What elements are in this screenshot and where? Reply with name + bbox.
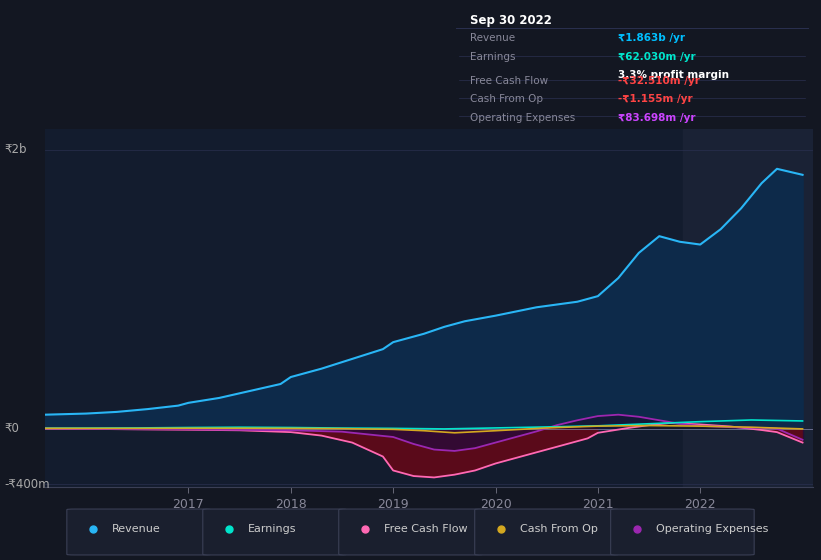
FancyBboxPatch shape	[339, 509, 482, 555]
Text: ₹83.698m /yr: ₹83.698m /yr	[618, 113, 695, 123]
Text: Sep 30 2022: Sep 30 2022	[470, 15, 552, 27]
FancyBboxPatch shape	[203, 509, 346, 555]
FancyBboxPatch shape	[611, 509, 754, 555]
Text: 3.3% profit margin: 3.3% profit margin	[618, 70, 729, 80]
Text: Earnings: Earnings	[248, 524, 296, 534]
Text: ₹0: ₹0	[4, 422, 19, 435]
Text: Operating Expenses: Operating Expenses	[470, 113, 575, 123]
FancyBboxPatch shape	[67, 509, 210, 555]
Text: Cash From Op: Cash From Op	[470, 94, 543, 104]
Text: -₹400m: -₹400m	[4, 478, 50, 491]
Text: Free Cash Flow: Free Cash Flow	[470, 76, 548, 86]
Text: -₹32.510m /yr: -₹32.510m /yr	[618, 76, 700, 86]
Text: ₹2b: ₹2b	[4, 143, 26, 156]
Text: Revenue: Revenue	[112, 524, 161, 534]
Text: Revenue: Revenue	[470, 34, 515, 43]
Bar	[683, 129, 813, 487]
FancyBboxPatch shape	[475, 509, 618, 555]
Text: Earnings: Earnings	[470, 52, 516, 62]
Text: ₹1.863b /yr: ₹1.863b /yr	[618, 34, 685, 43]
Text: ₹62.030m /yr: ₹62.030m /yr	[618, 52, 695, 62]
Text: Free Cash Flow: Free Cash Flow	[384, 524, 468, 534]
Text: Cash From Op: Cash From Op	[520, 524, 598, 534]
Text: -₹1.155m /yr: -₹1.155m /yr	[618, 94, 693, 104]
Text: Operating Expenses: Operating Expenses	[656, 524, 768, 534]
